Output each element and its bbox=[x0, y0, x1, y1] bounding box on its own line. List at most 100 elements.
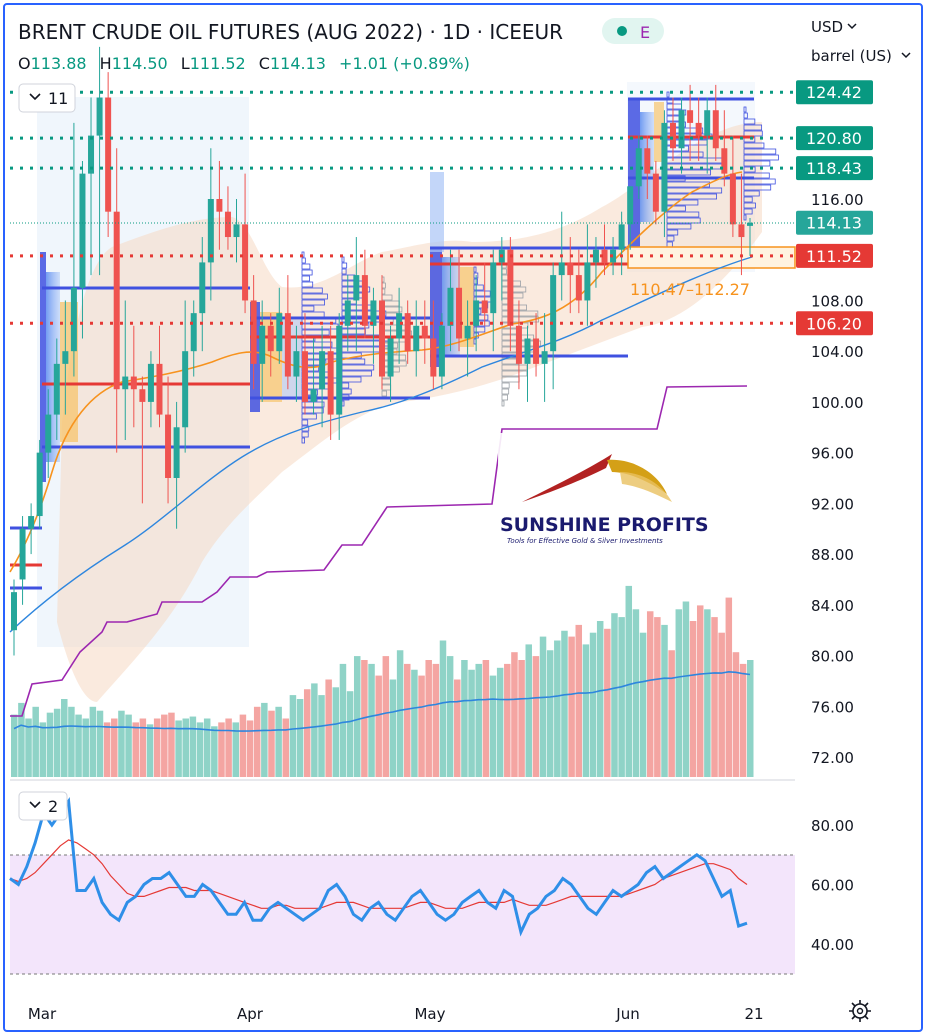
profile-bar bbox=[743, 208, 753, 215]
profile-bar bbox=[301, 305, 315, 312]
chevron-down-icon bbox=[847, 23, 857, 30]
volume-bar bbox=[375, 675, 382, 777]
candle bbox=[79, 160, 86, 339]
candle bbox=[438, 313, 445, 390]
volume-bar bbox=[268, 710, 275, 777]
time-tick: 21 bbox=[744, 1005, 763, 1023]
profile-bar bbox=[743, 196, 753, 203]
profile-bar bbox=[301, 419, 309, 426]
zone-label: 110.47–112.27 bbox=[630, 280, 750, 299]
earnings-badge[interactable]: E bbox=[602, 18, 664, 44]
svg-text:118.43: 118.43 bbox=[806, 159, 862, 178]
candle bbox=[207, 148, 214, 301]
level-label: 118.43 bbox=[796, 156, 873, 181]
rsi-axis[interactable]: 80.00 60.00 40.00 bbox=[811, 817, 854, 954]
time-axis[interactable]: Mar Apr May Jun 21 bbox=[28, 1005, 764, 1023]
volume-bar bbox=[732, 652, 740, 777]
candle bbox=[524, 325, 531, 402]
rsi-collapse-button[interactable]: 2 bbox=[18, 791, 68, 821]
candle bbox=[130, 325, 137, 428]
candle bbox=[584, 224, 591, 326]
candle bbox=[473, 275, 480, 352]
profile-bar bbox=[341, 322, 370, 329]
profile-bar bbox=[501, 400, 505, 407]
candlesticks bbox=[11, 46, 753, 656]
volume-bar bbox=[332, 687, 340, 777]
candle bbox=[729, 135, 736, 238]
candle bbox=[242, 173, 249, 314]
candle bbox=[396, 287, 403, 364]
volume-bar bbox=[704, 609, 711, 777]
candle bbox=[456, 249, 463, 352]
volume-bar bbox=[232, 722, 240, 777]
volume-bar bbox=[103, 722, 111, 777]
profile-bar bbox=[301, 431, 309, 438]
profile-bar bbox=[666, 235, 675, 242]
profile-bar bbox=[743, 172, 770, 179]
profile-bar bbox=[666, 229, 679, 236]
step-purple-line bbox=[10, 385, 748, 717]
unit-selector[interactable]: barrel (US) bbox=[811, 47, 911, 65]
volume-bar bbox=[111, 718, 118, 777]
volume-bar bbox=[468, 669, 475, 777]
profile-bar bbox=[301, 401, 325, 408]
candle bbox=[635, 135, 642, 199]
volume-bar bbox=[589, 632, 597, 777]
candle bbox=[113, 148, 120, 453]
volume-bar bbox=[689, 621, 697, 777]
volume-bars bbox=[11, 585, 754, 777]
indicators-collapse-button[interactable]: 11 bbox=[18, 83, 76, 113]
volume-bar bbox=[211, 726, 218, 777]
price-axis[interactable]: 116.00112.00108.00104.00100.0096.0092.00… bbox=[811, 191, 864, 767]
profile-bar bbox=[743, 190, 760, 197]
settings-gear-icon[interactable] bbox=[849, 1000, 871, 1022]
volume-bar bbox=[404, 663, 411, 777]
profile-bar bbox=[743, 178, 776, 185]
profile-bar bbox=[501, 364, 528, 371]
candle bbox=[481, 262, 488, 326]
volume-bar bbox=[253, 706, 261, 777]
volume-bar bbox=[18, 702, 25, 777]
sunshine-profits-logo: SUNSHINE PROFITS Tools for Effective Gol… bbox=[498, 433, 709, 549]
volume-bar bbox=[596, 621, 604, 777]
candle bbox=[36, 439, 43, 529]
svg-text:120.80: 120.80 bbox=[806, 129, 862, 148]
profile-bar bbox=[743, 184, 772, 191]
chevron-down-icon bbox=[29, 93, 41, 101]
volume-bar bbox=[582, 644, 590, 777]
candle bbox=[515, 300, 522, 390]
time-tick: Jun bbox=[615, 1005, 639, 1023]
candle bbox=[550, 262, 557, 390]
rsi-tick: 80.00 bbox=[811, 817, 854, 835]
profile-bar bbox=[301, 257, 306, 264]
rsi-tick: 60.00 bbox=[811, 877, 854, 895]
candle bbox=[421, 300, 428, 364]
candle bbox=[610, 237, 617, 276]
volume-bar bbox=[532, 656, 540, 777]
rsi-tick: 40.00 bbox=[811, 936, 854, 954]
volume-bar bbox=[618, 617, 625, 777]
volume-bar bbox=[339, 663, 347, 777]
currency-selector[interactable]: USD bbox=[811, 18, 857, 36]
candle bbox=[11, 579, 17, 656]
level-labels: 124.42 120.80 118.43 111.52 106.20 114.13 bbox=[796, 80, 873, 336]
candle bbox=[404, 300, 411, 364]
volume-bar bbox=[718, 632, 725, 777]
candle bbox=[310, 338, 317, 415]
svg-text:114.13: 114.13 bbox=[806, 214, 862, 233]
candle bbox=[327, 325, 334, 440]
candle bbox=[379, 275, 385, 390]
ohlc-readout: O113.88 H114.50 L111.52 C114.13 +1.01 (+… bbox=[18, 54, 470, 73]
profile-bar bbox=[301, 329, 330, 336]
profile-bar bbox=[743, 106, 747, 113]
profile-bar bbox=[501, 382, 510, 389]
volume-bar bbox=[539, 636, 547, 777]
profile-bar bbox=[381, 390, 388, 397]
profile-bar bbox=[473, 290, 491, 297]
profile-bar bbox=[666, 217, 701, 224]
logo-swoosh-gold-2 bbox=[620, 472, 672, 502]
profile-bar bbox=[743, 118, 756, 125]
volume-bar bbox=[239, 714, 247, 777]
volume-bar bbox=[53, 708, 61, 777]
profile-bar bbox=[301, 293, 328, 300]
